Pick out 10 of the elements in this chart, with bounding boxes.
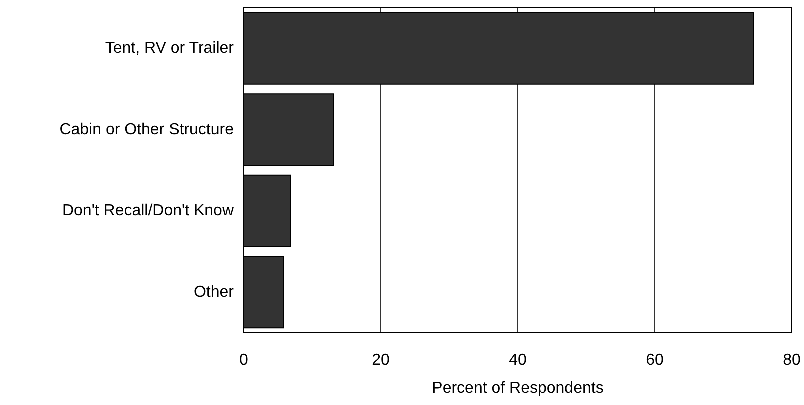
y-tick-label: Tent, RV or Trailer	[105, 40, 235, 58]
x-tick-label: 60	[646, 352, 664, 369]
y-tick-label: Cabin or Other Structure	[60, 121, 234, 138]
x-tick-label: 80	[783, 352, 801, 369]
x-axis-title: Percent of Respondents	[432, 380, 604, 397]
x-tick-label: 0	[240, 352, 249, 369]
y-tick-label: Don't Recall/Don't Know	[62, 202, 234, 220]
x-tick-label: 40	[509, 352, 527, 369]
x-tick-label: 20	[372, 352, 390, 369]
y-tick-label: Other	[194, 284, 235, 301]
